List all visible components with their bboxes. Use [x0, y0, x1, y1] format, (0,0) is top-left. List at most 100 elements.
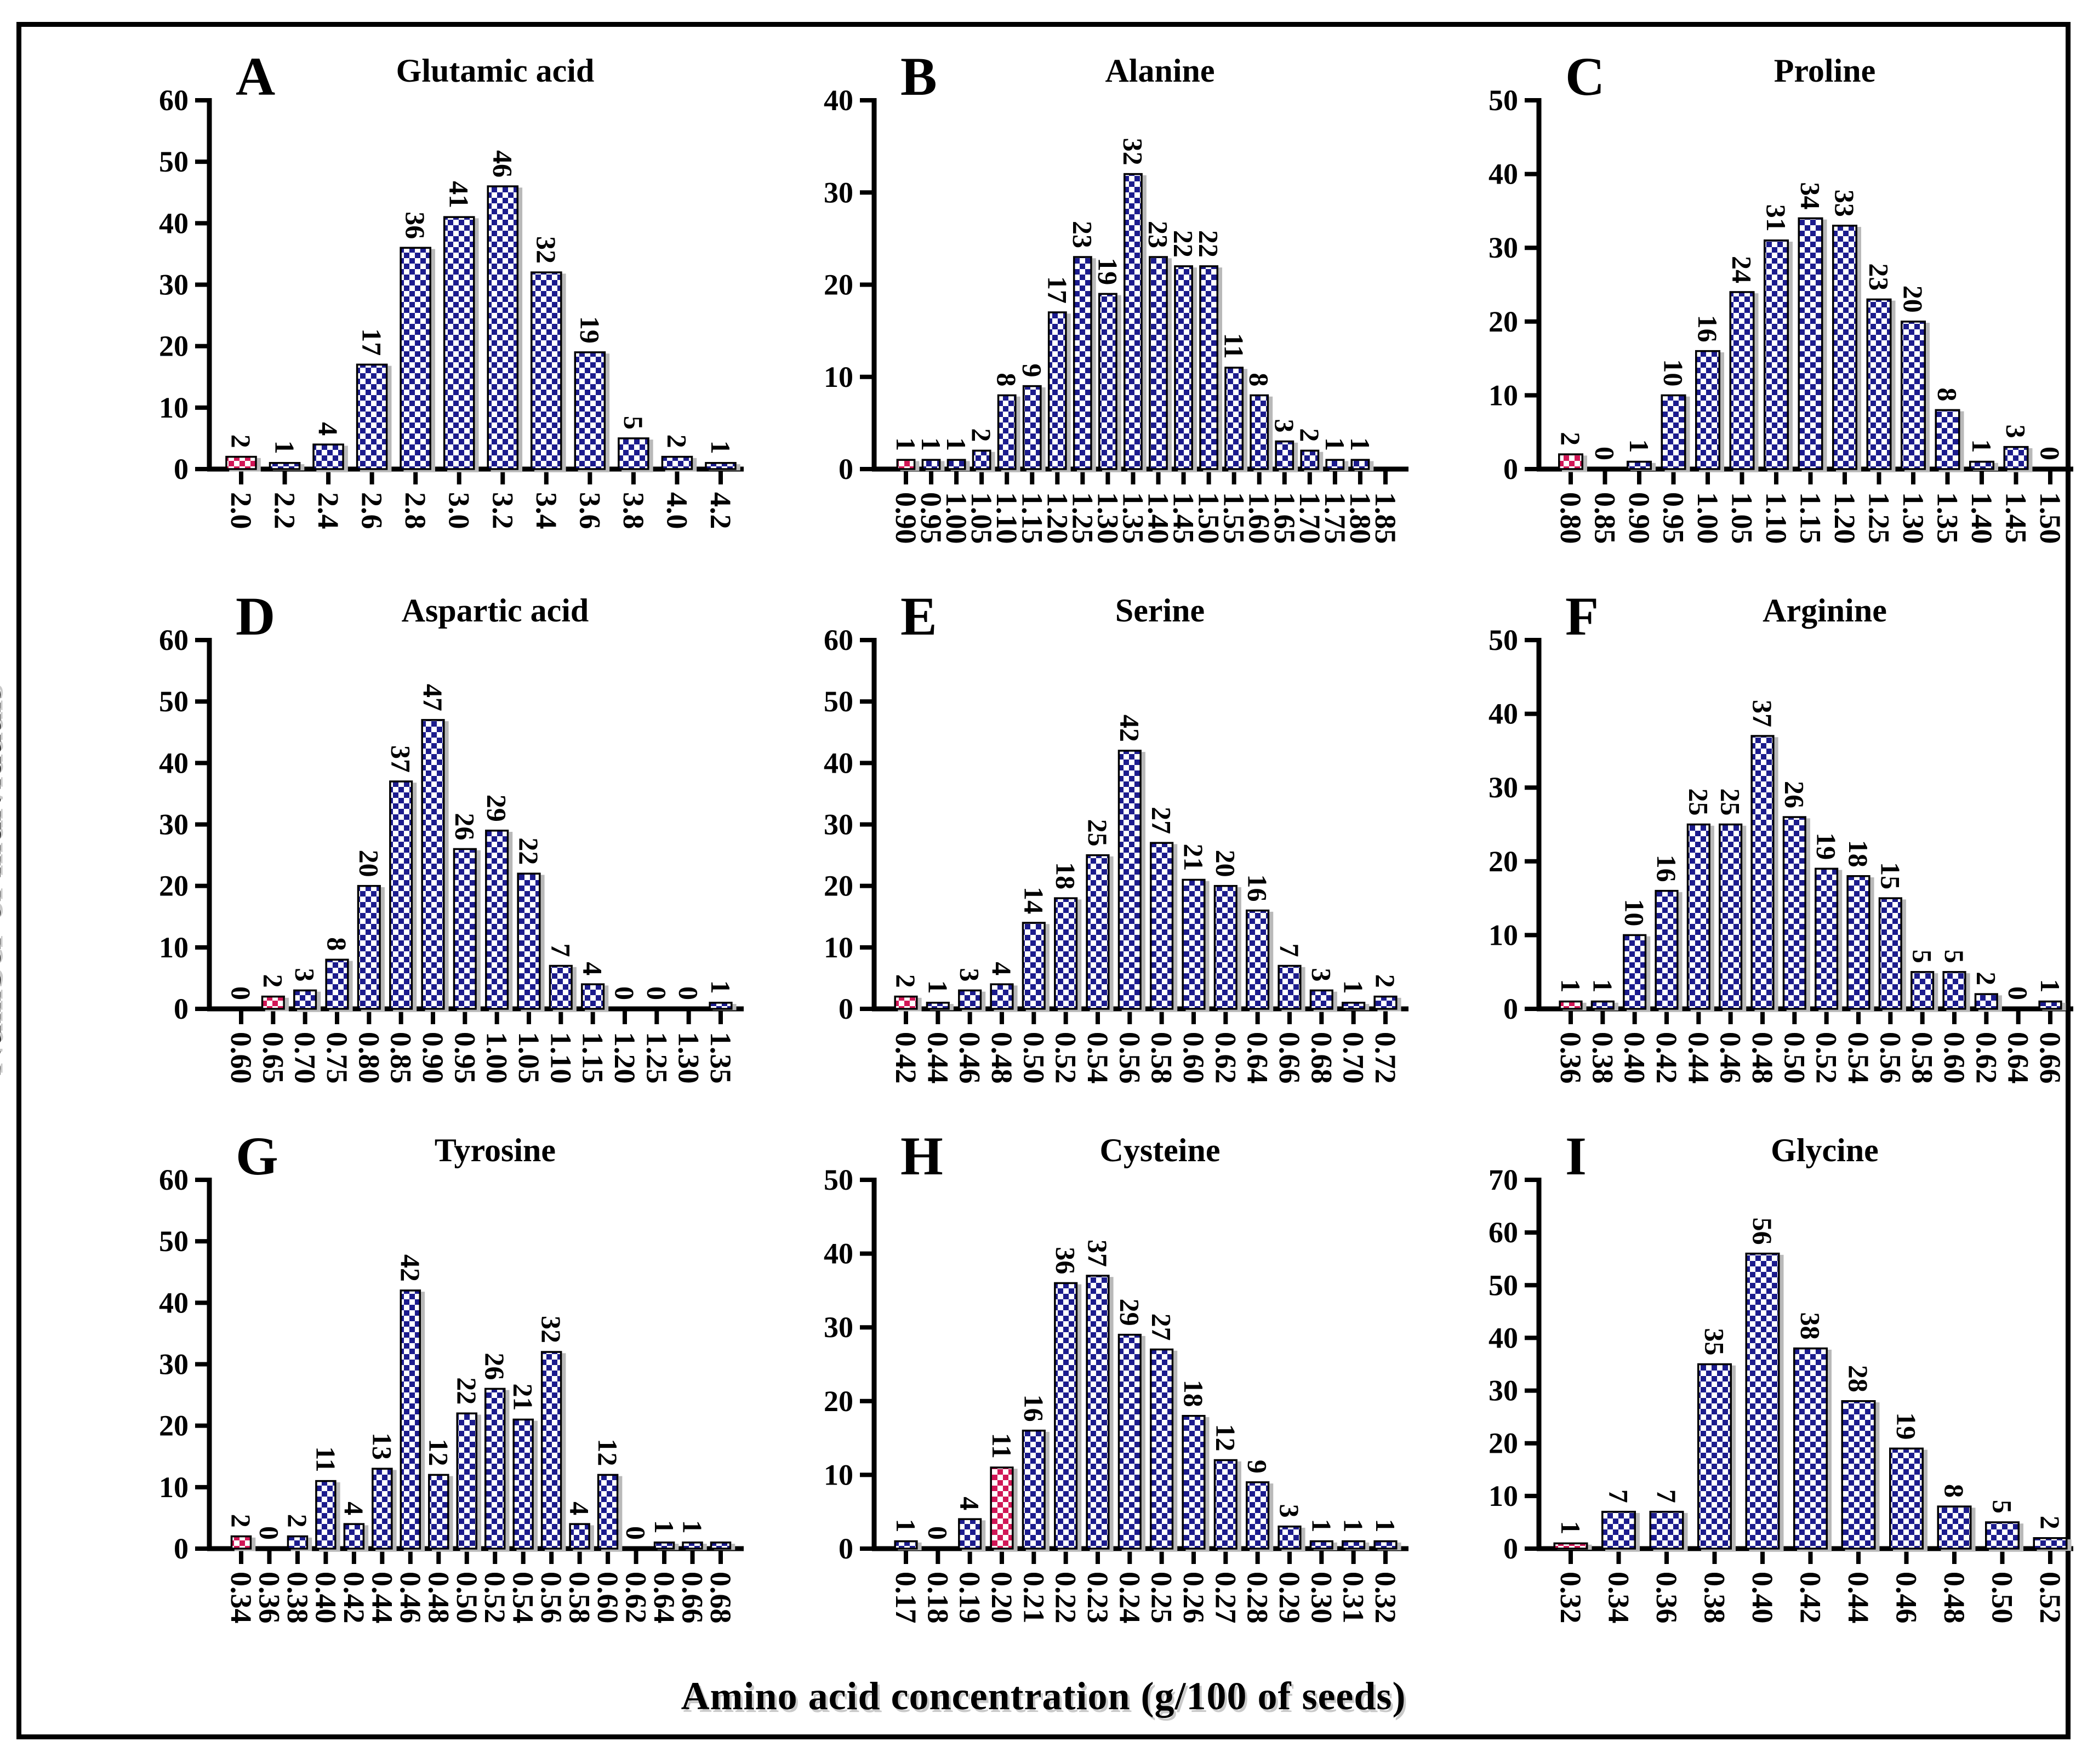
x-tick-label: 0.95 [1657, 492, 1690, 544]
bar-value-label: 8 [1932, 387, 1963, 401]
bar [400, 247, 431, 470]
y-tick-label: 30 [159, 1348, 189, 1381]
panel-title: Proline [1774, 53, 1876, 89]
x-tick-label: 0.66 [1273, 1032, 1306, 1084]
bar-highlighted [990, 1466, 1014, 1550]
bar [921, 459, 941, 470]
x-tick-label: 1.05 [1726, 492, 1759, 544]
bar-value-label: 47 [418, 684, 448, 711]
bar-value-label: 1 [1338, 980, 1369, 994]
x-tick-label: 2.6 [356, 492, 389, 529]
bar-value-label: 2 [1370, 974, 1401, 988]
bar [569, 1523, 590, 1550]
x-tick-label: 0.68 [704, 1572, 737, 1624]
bar [1661, 394, 1686, 470]
bar [1686, 823, 1710, 1010]
y-tick-label: 40 [1489, 1321, 1518, 1354]
y-tick-label: 10 [1489, 918, 1518, 951]
bar [1250, 394, 1269, 470]
x-tick-label: 0.40 [1746, 1572, 1779, 1624]
y-tick-label: 60 [159, 1163, 189, 1196]
bar-value-label: 2 [2035, 1516, 2066, 1529]
bar-value-label: 46 [487, 150, 518, 178]
bar [597, 1474, 619, 1550]
bar-value-label: 32 [536, 1316, 567, 1343]
x-tick-label: 1.20 [1041, 492, 1074, 544]
bar [1213, 1459, 1237, 1550]
bar-value-label: 1 [2035, 979, 2066, 993]
bar-value-label: 5 [1939, 950, 1970, 963]
x-tick-label: 0.40 [309, 1572, 342, 1624]
x-tick-label: 1.65 [1268, 492, 1301, 544]
y-tick-label: 60 [159, 84, 189, 117]
x-tick-label: 0.60 [591, 1572, 624, 1624]
bar [958, 989, 982, 1010]
bar [709, 1002, 733, 1010]
x-tick-label: 0.24 [1113, 1572, 1146, 1624]
bar [1627, 460, 1652, 470]
bar-value-label: 22 [1168, 230, 1199, 258]
bar-value-label: 56 [1747, 1218, 1778, 1245]
bar-value-label: 11 [1219, 333, 1250, 359]
bar-value-label: 11 [986, 1433, 1017, 1459]
bar [443, 216, 475, 470]
bar [421, 719, 445, 1010]
x-tick-label: 0.58 [1906, 1032, 1939, 1084]
panel-letter: B [900, 46, 937, 107]
x-tick-label: 3.6 [573, 492, 606, 529]
panel-d: 0 10 20 30 40 50 60 0.60 0 0.65 2 0.70 3 0.75 8 0.80 20 0… [86, 573, 751, 1113]
bar-value-label: 12 [423, 1438, 454, 1466]
bar-value-label: 7 [1604, 1489, 1634, 1503]
bar-value-label: 4 [339, 1502, 369, 1515]
bar [1866, 298, 1892, 470]
bar [682, 1542, 703, 1550]
x-tick-label: 0.31 [1337, 1572, 1370, 1624]
bar [1086, 1275, 1110, 1550]
y-tick-label: 0 [839, 992, 853, 1025]
y-tick-label: 10 [1489, 1480, 1518, 1512]
y-tick-label: 50 [824, 685, 853, 718]
bar [1590, 1000, 1615, 1010]
x-tick-label: 1.15 [577, 1032, 609, 1084]
bar-value-label: 22 [1194, 230, 1224, 258]
x-axis-label: Amino acid concentration (g/100 of seeds… [681, 1674, 1406, 1718]
bar [1150, 842, 1174, 1010]
y-tick-label: 40 [1489, 158, 1518, 191]
bar-value-label: 16 [1242, 875, 1273, 902]
panel-g-chart: 01020304050600.3420.3600.3820.40110.4240… [159, 1126, 744, 1624]
figure-border: Number of individuals 0 10 20 30 40 50 60 2.0 2 2… [0, 22, 2073, 1739]
x-tick-label: 1.75 [1319, 492, 1351, 544]
x-tick-label: 1.35 [1931, 492, 1964, 544]
bar-value-label: 0 [674, 986, 704, 1000]
bar [1182, 1414, 1206, 1550]
bar-value-label: 7 [545, 943, 576, 957]
bar-value-label: 8 [1244, 373, 1275, 386]
x-tick-label: 3.4 [530, 492, 563, 529]
bar [1974, 993, 1998, 1010]
bar-highlighted [225, 455, 257, 470]
bar-highlighted [896, 459, 916, 470]
y-tick-label: 40 [159, 207, 189, 239]
y-tick-label: 20 [824, 1385, 853, 1418]
bar-value-label: 11 [310, 1446, 341, 1472]
bar-value-label: 2 [226, 1514, 256, 1528]
y-tick-label: 10 [824, 361, 853, 393]
panel-h-chart: 010203040500.1710.1800.1940.20110.21160.… [824, 1126, 1408, 1624]
x-tick-label: 3.8 [617, 492, 650, 529]
bar-value-label: 0 [2003, 986, 2034, 1000]
bar [1901, 321, 1926, 470]
bar [1985, 1521, 2020, 1550]
x-tick-label: 1.10 [990, 492, 1023, 544]
bar-value-label: 42 [1114, 715, 1145, 742]
bar-value-label: 1 [1587, 979, 1618, 993]
bar-value-label: 32 [531, 236, 562, 264]
bar-value-label: 0 [226, 986, 256, 1000]
x-tick-label: 1.30 [672, 1032, 705, 1084]
bar-value-label: 1 [1555, 979, 1586, 993]
x-tick-label: 0.32 [1554, 1572, 1587, 1624]
bar [287, 1535, 309, 1550]
y-tick-label: 10 [824, 931, 853, 964]
x-tick-label: 0.32 [1369, 1572, 1402, 1624]
x-tick-label: 0.22 [1050, 1572, 1082, 1624]
bar-value-label: 24 [1727, 256, 1758, 283]
